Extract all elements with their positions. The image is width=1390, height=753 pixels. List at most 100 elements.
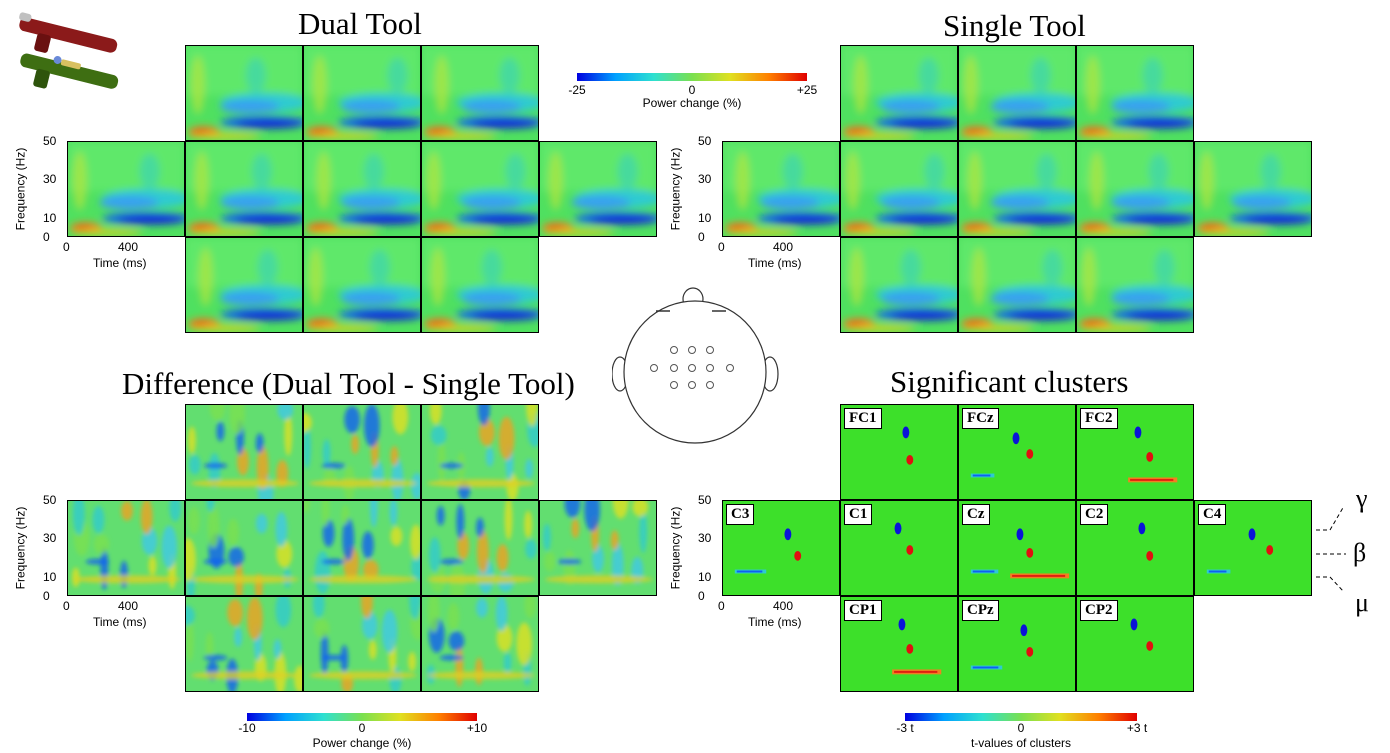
electrode-label: C4 (1198, 504, 1227, 525)
single-cell-c2 (1076, 141, 1194, 237)
diff-cell-cz (303, 500, 421, 596)
x-axis-label: Time (ms) (748, 256, 802, 270)
diff-cell-c4 (539, 500, 657, 596)
dual-cell-c1 (185, 141, 303, 237)
dual-cell-c2 (421, 141, 539, 237)
single-cell-c1 (840, 141, 958, 237)
single-cell-c4 (1194, 141, 1312, 237)
single-cell-cp2 (1076, 237, 1194, 333)
single-cell-c3 (722, 141, 840, 237)
electrode-label: FCz (962, 408, 999, 429)
y-tick-label: 0 (698, 230, 705, 244)
gamma-band-label: γ (1356, 484, 1368, 513)
diff-cell-c3 (67, 500, 185, 596)
electrode-label: Cz (962, 504, 990, 525)
x-tick-label: 400 (773, 599, 794, 613)
y-tick-label: 30 (698, 172, 712, 186)
sig-cell-c2: C2 (1076, 500, 1194, 596)
dual-cell-c3 (67, 141, 185, 237)
diff-cell-fc1 (185, 404, 303, 500)
power-colorbar (577, 73, 807, 81)
y-tick-label: 50 (43, 493, 57, 507)
difference-colorbar-min: -10 (238, 721, 256, 735)
sig-cell-fc2: FC2 (1076, 404, 1194, 500)
difference-colorbar (247, 713, 477, 721)
electrode-label: CP2 (1080, 600, 1118, 621)
x-tick-label: 400 (118, 240, 139, 254)
x-tick-label: 0 (718, 240, 725, 254)
y-tick-label: 30 (43, 531, 57, 545)
diff-cell-cpz (303, 596, 421, 692)
y-tick-label: 30 (698, 531, 712, 545)
single-cell-cz (958, 141, 1076, 237)
dual-cell-cp2 (421, 237, 539, 333)
sig-cell-fc1: FC1 (840, 404, 958, 500)
x-axis-label: Time (ms) (93, 256, 147, 270)
tvalues-colorbar-label: t-values of clusters (970, 736, 1072, 750)
significant-clusters-title: Significant clusters (890, 364, 1129, 399)
tvalues-colorbar-min: -3 t (896, 721, 914, 735)
head-electrode-map-icon (612, 287, 779, 444)
diff-cell-fcz (303, 404, 421, 500)
y-tick-label: 10 (698, 211, 712, 225)
x-tick-label: 0 (63, 240, 70, 254)
y-tick-label: 0 (698, 589, 705, 603)
single-cell-fc2 (1076, 45, 1194, 141)
y-tick-label: 0 (43, 230, 50, 244)
x-axis-label: Time (ms) (93, 615, 147, 629)
difference-colorbar-mid: 0 (358, 721, 366, 735)
beta-band-label: β (1353, 538, 1367, 567)
tvalues-colorbar-max: +3 t (1126, 721, 1148, 735)
electrode-label: CP1 (844, 600, 882, 621)
y-tick-label: 10 (43, 570, 57, 584)
electrode-label: C3 (726, 504, 755, 525)
y-axis-label: Frequency (Hz) (668, 147, 683, 231)
single-cell-fc1 (840, 45, 958, 141)
y-tick-label: 50 (698, 493, 712, 507)
mu-band-label: μ (1355, 588, 1369, 617)
electrode-label: FC1 (844, 408, 882, 429)
diff-cell-cp2 (421, 596, 539, 692)
diff-cell-cp1 (185, 596, 303, 692)
sig-cell-c3: C3 (722, 500, 840, 596)
sig-cell-fcz: FCz (958, 404, 1076, 500)
electrode-label: C2 (1080, 504, 1109, 525)
dual-cell-fc1 (185, 45, 303, 141)
diff-cell-c2 (421, 500, 539, 596)
x-tick-label: 0 (63, 599, 70, 613)
diff-cell-fc2 (421, 404, 539, 500)
sig-cell-cz: Cz (958, 500, 1076, 596)
sig-cell-c1: C1 (840, 500, 958, 596)
dual-cell-cz (303, 141, 421, 237)
difference-colorbar-max: +10 (466, 721, 488, 735)
difference-title: Difference (Dual Tool - Single Tool) (122, 366, 575, 401)
y-tick-label: 50 (698, 134, 712, 148)
sig-cell-c4: C4 (1194, 500, 1312, 596)
sig-cell-cp2: CP2 (1076, 596, 1194, 692)
sig-cell-cpz: CPz (958, 596, 1076, 692)
y-tick-label: 50 (43, 134, 57, 148)
tvalues-colorbar (905, 713, 1137, 721)
x-tick-label: 400 (773, 240, 794, 254)
power-colorbar-label: Power change (%) (642, 96, 742, 110)
electrode-label: C1 (844, 504, 873, 525)
y-tick-label: 10 (698, 570, 712, 584)
dual-cell-fcz (303, 45, 421, 141)
electrode-label: FC2 (1080, 408, 1118, 429)
single-tool-title: Single Tool (943, 8, 1086, 43)
dual-cell-cpz (303, 237, 421, 333)
y-tick-label: 10 (43, 211, 57, 225)
single-cell-cp1 (840, 237, 958, 333)
dual-tool-title: Dual Tool (298, 6, 422, 41)
single-cell-fcz (958, 45, 1076, 141)
x-tick-label: 0 (718, 599, 725, 613)
power-colorbar-min: -25 (568, 83, 586, 97)
power-colorbar-max: +25 (796, 83, 818, 97)
diff-cell-c1 (185, 500, 303, 596)
electrode-label: CPz (962, 600, 999, 621)
tool-illustration-icon (19, 12, 119, 89)
y-axis-label: Frequency (Hz) (668, 506, 683, 590)
x-tick-label: 400 (118, 599, 139, 613)
dual-cell-cp1 (185, 237, 303, 333)
dual-cell-fc2 (421, 45, 539, 141)
